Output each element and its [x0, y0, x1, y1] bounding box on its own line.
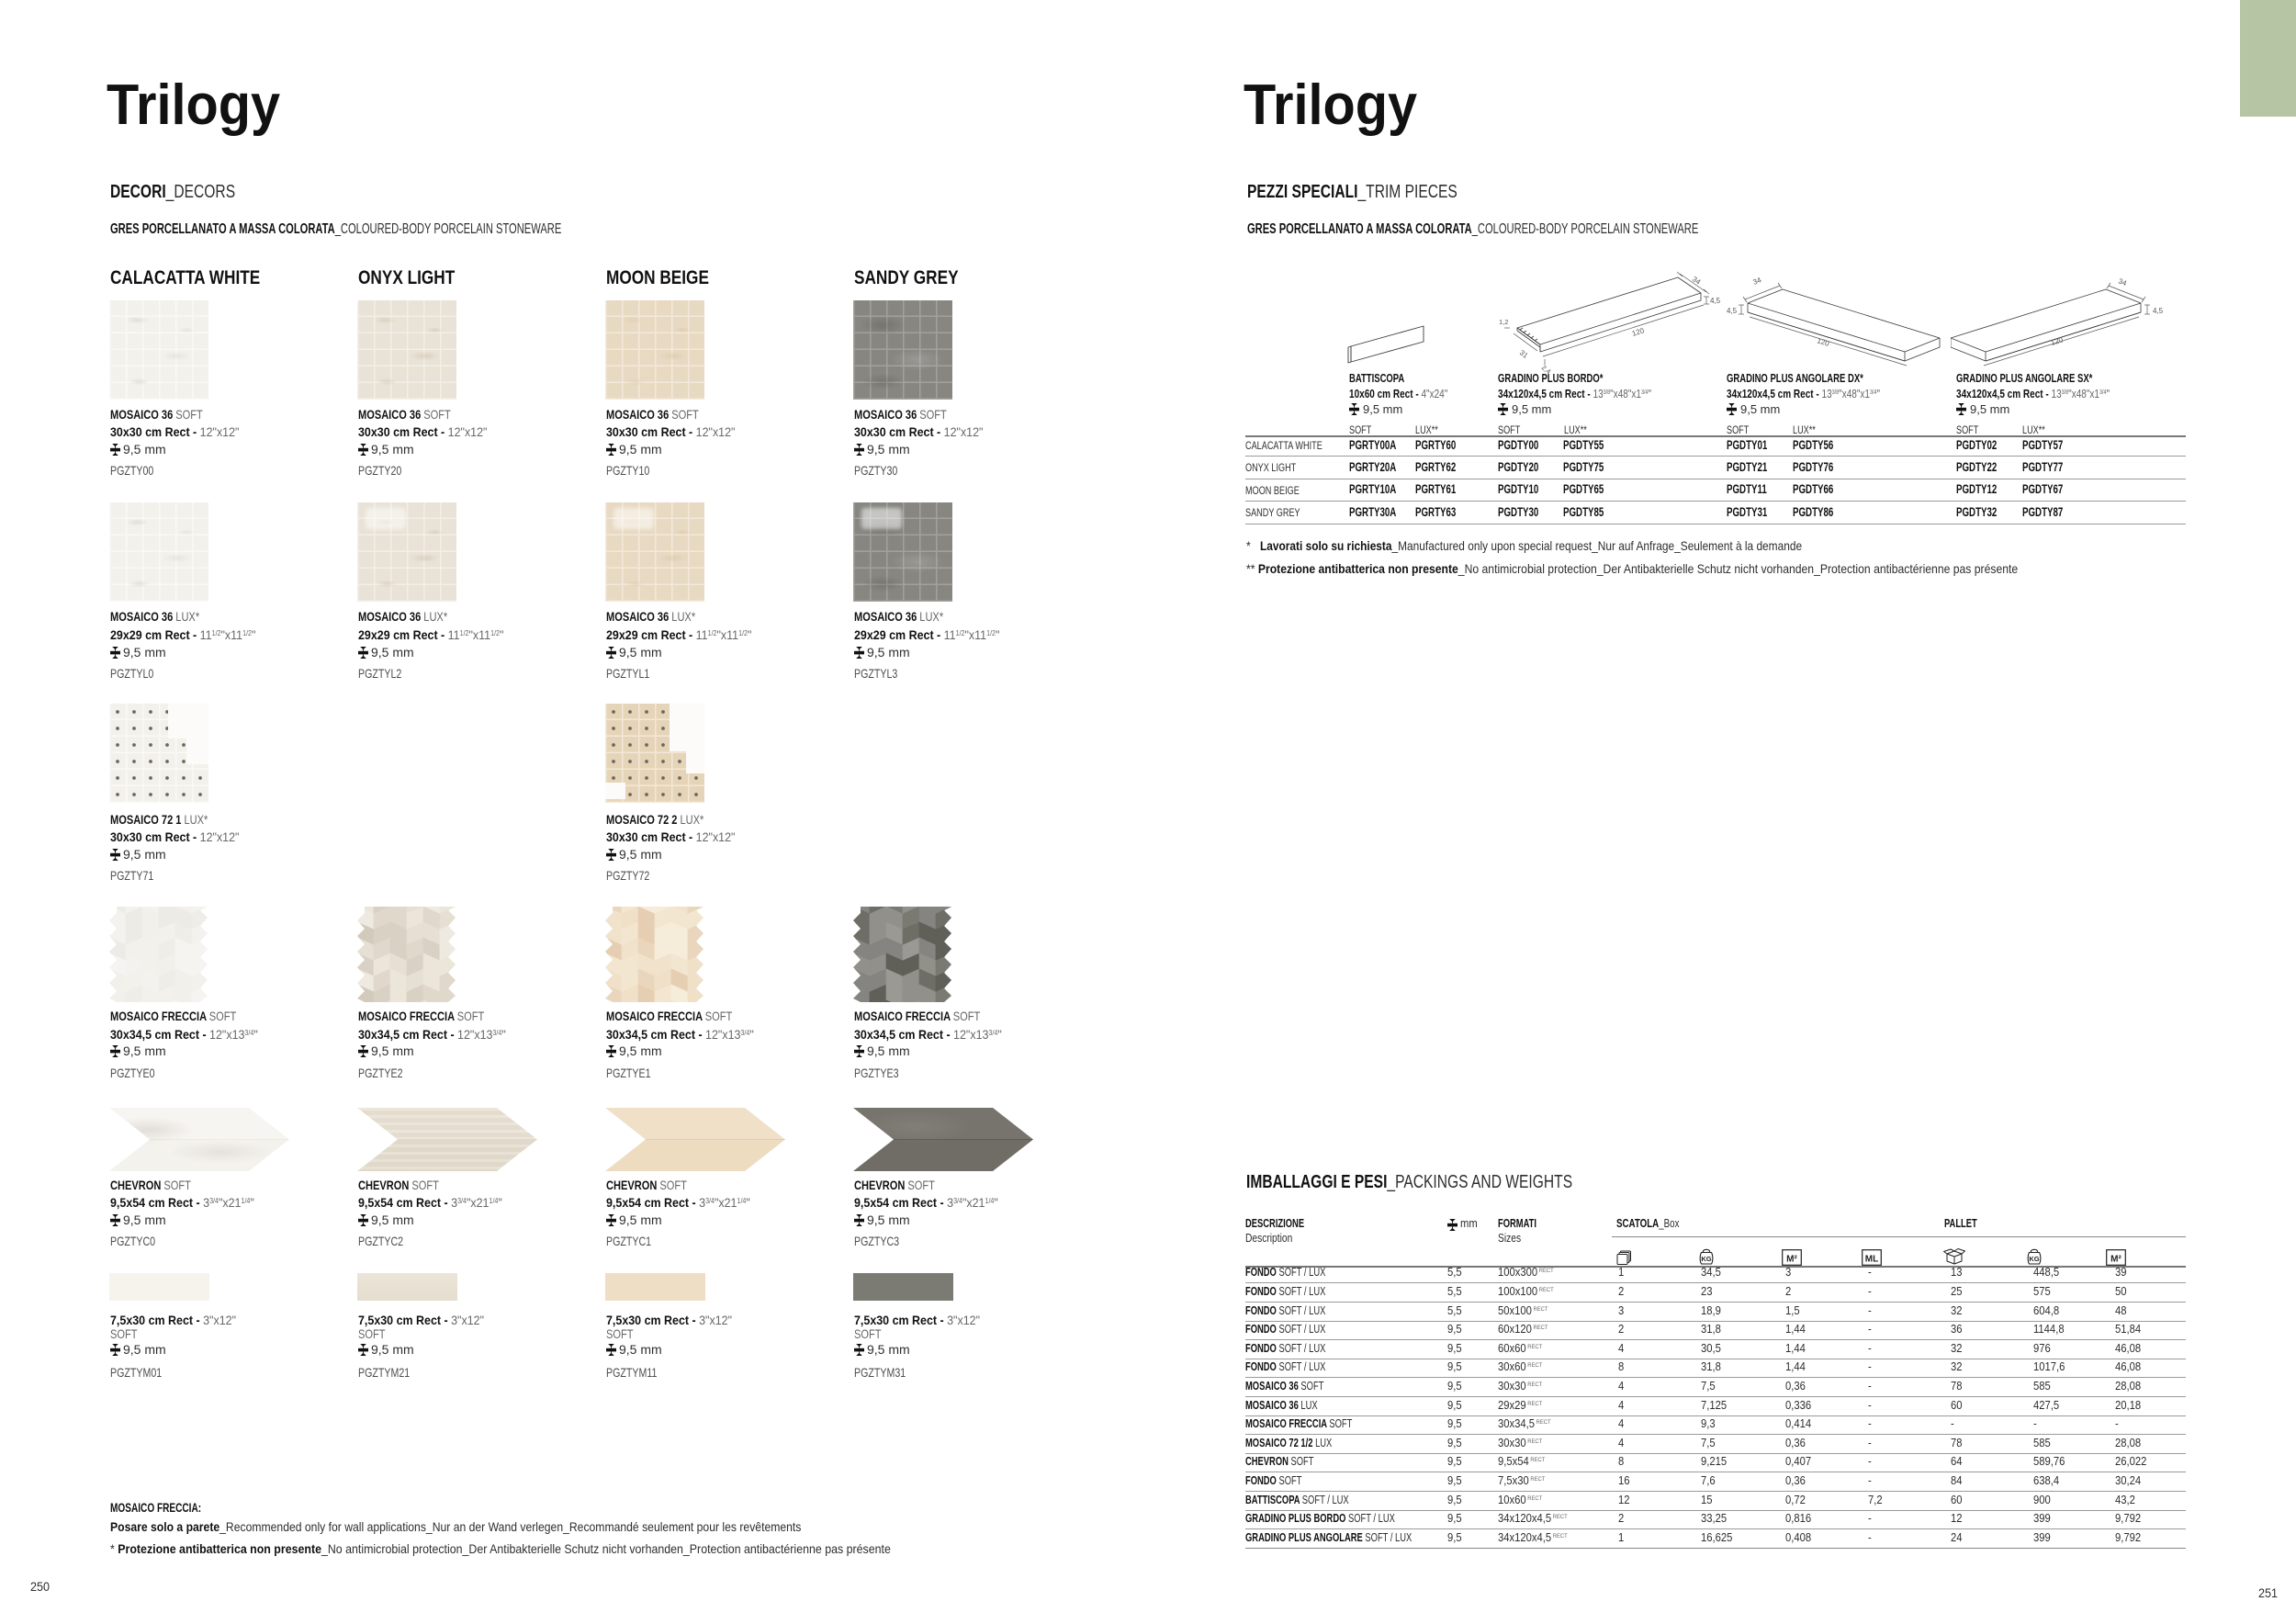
svg-text:2,4: 2,4 — [1540, 363, 1553, 375]
svg-text:31: 31 — [1518, 348, 1530, 360]
svg-text:34: 34 — [2117, 276, 2128, 288]
svg-text:KG: KG — [2029, 1255, 2039, 1263]
svg-text:4,5: 4,5 — [2153, 307, 2164, 315]
svg-text:M²: M² — [1786, 1255, 1797, 1265]
svg-text:120: 120 — [1631, 326, 1646, 338]
svg-text:KG: KG — [1701, 1255, 1711, 1263]
svg-text:34: 34 — [1751, 276, 1762, 287]
svg-text:M²: M² — [2110, 1255, 2122, 1265]
svg-text:120: 120 — [2050, 335, 2065, 347]
svg-text:120: 120 — [1816, 336, 1830, 348]
svg-text:1,2: 1,2 — [1499, 318, 1508, 326]
svg-text:4,5: 4,5 — [1727, 307, 1738, 315]
svg-text:ML: ML — [1865, 1255, 1878, 1265]
svg-text:4,5: 4,5 — [1710, 297, 1721, 305]
svg-text:34: 34 — [1691, 275, 1703, 287]
